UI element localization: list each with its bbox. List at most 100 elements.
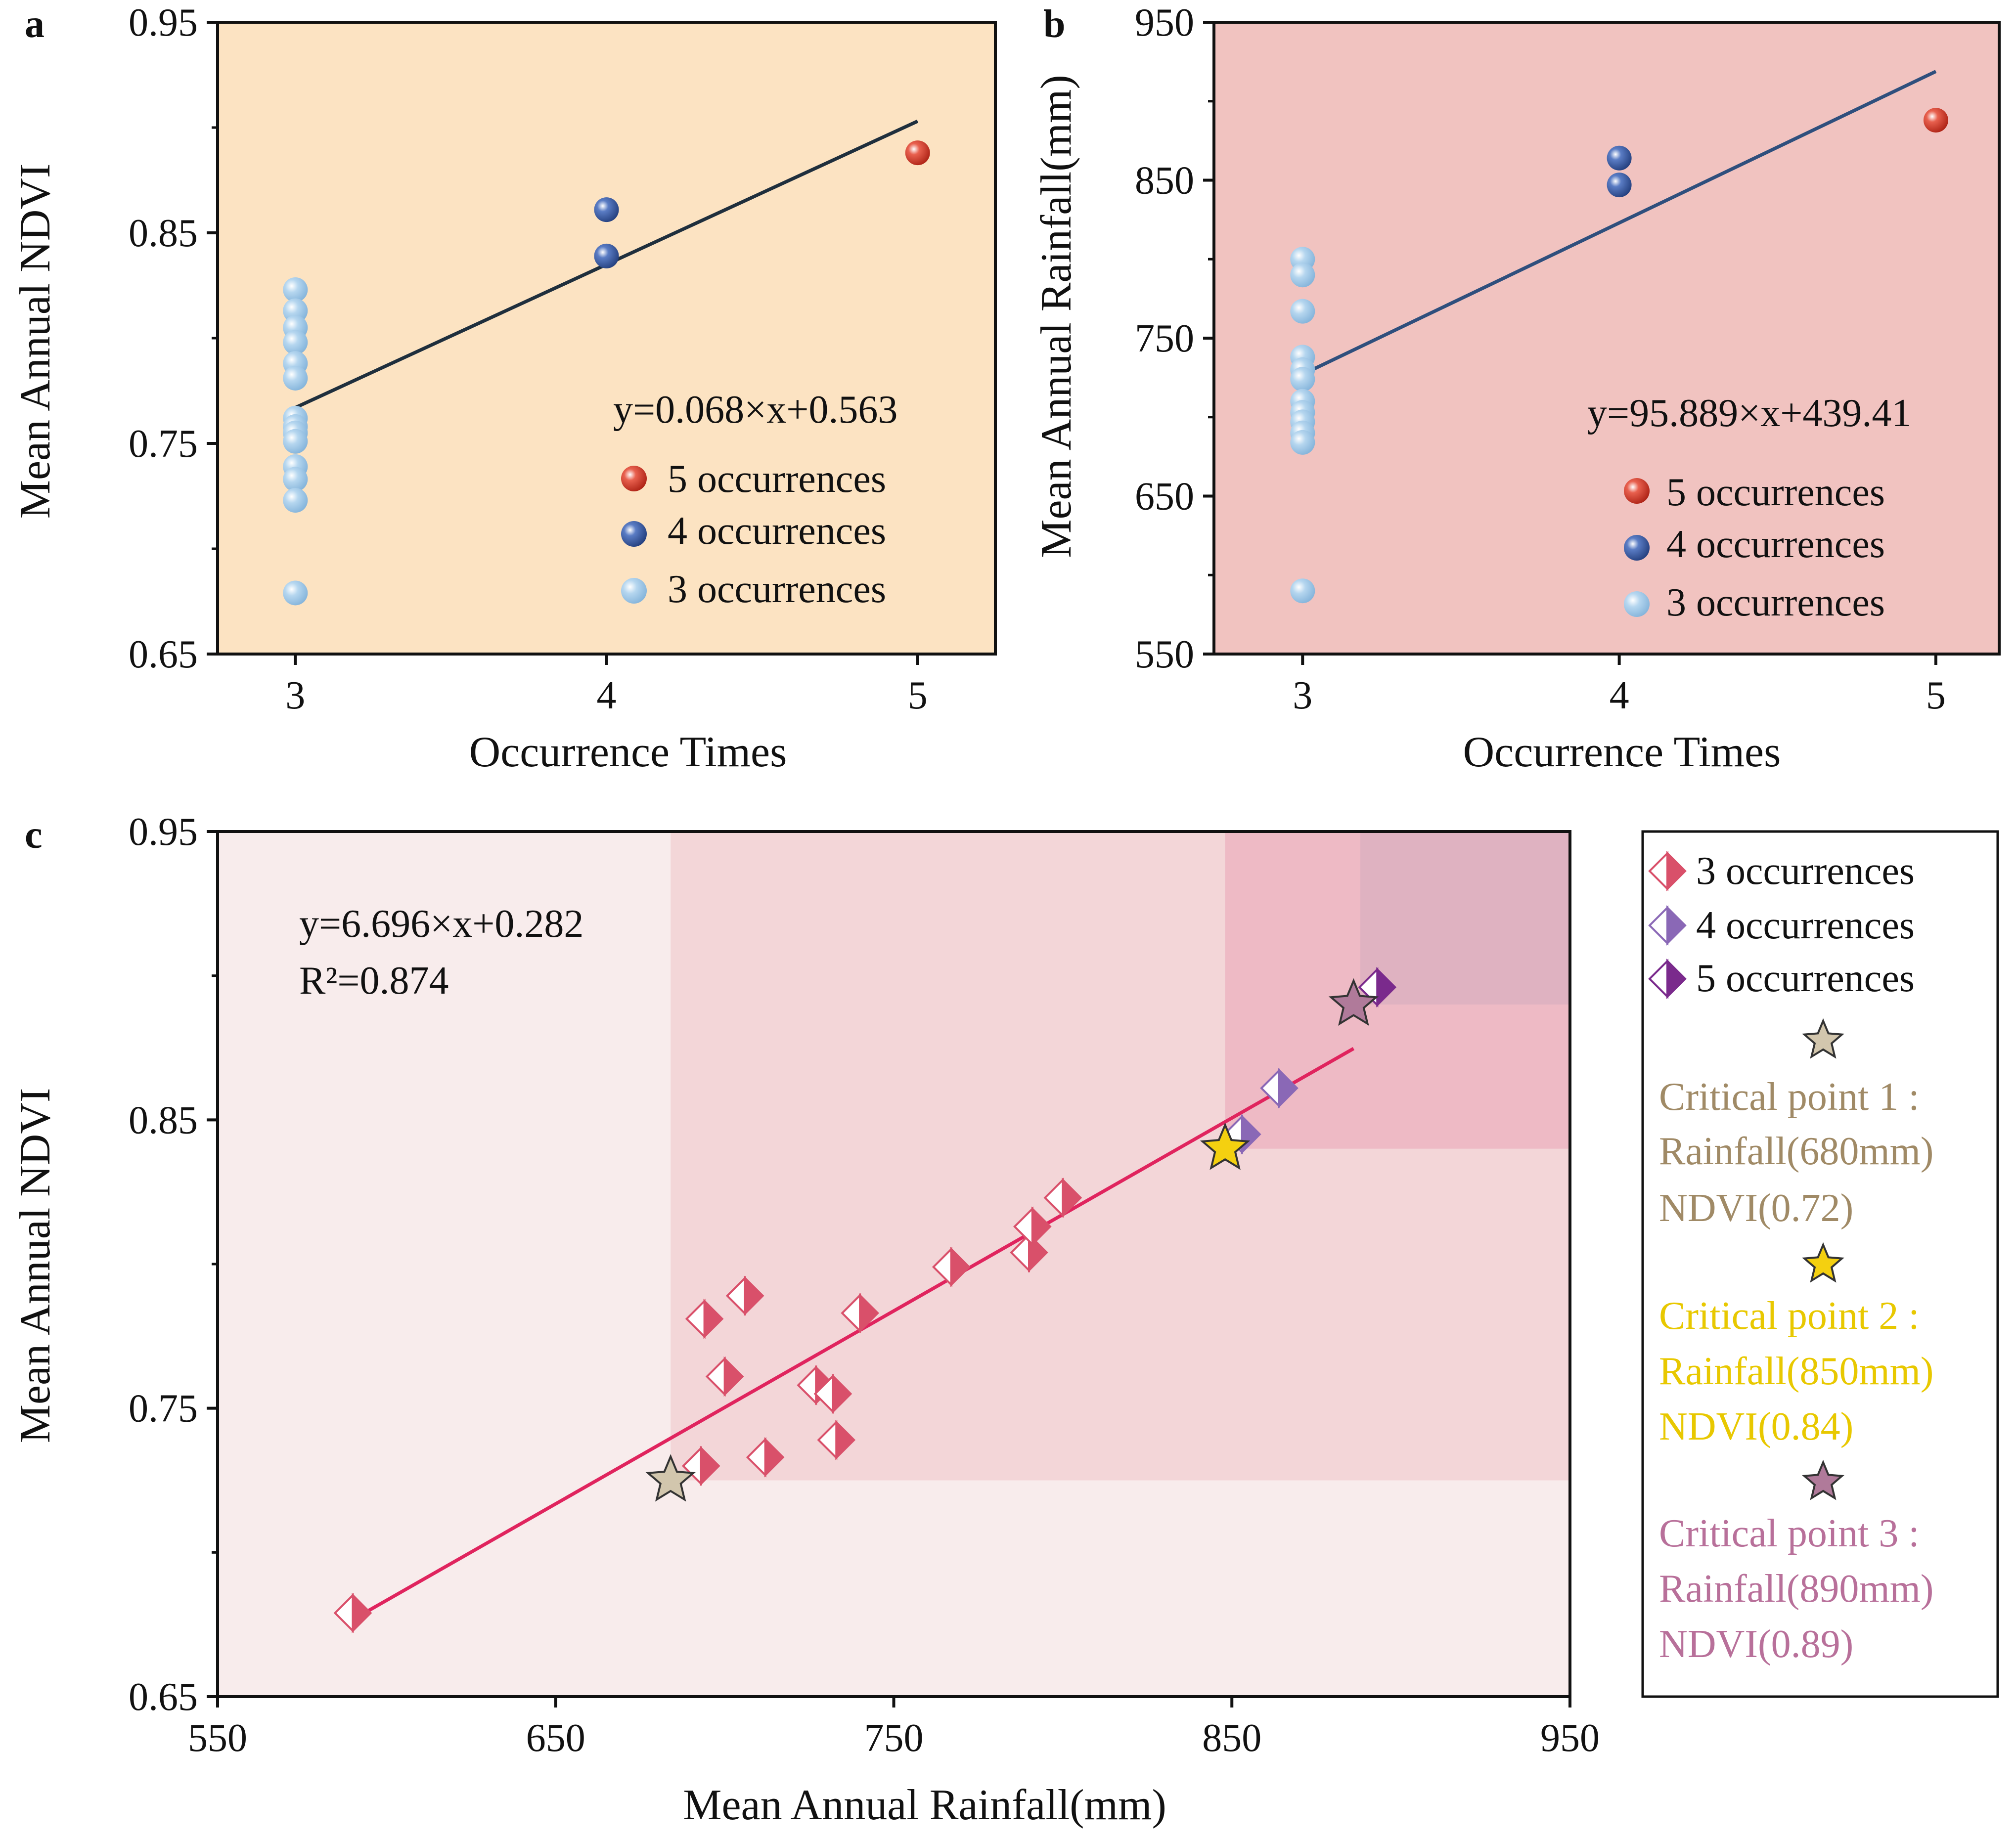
panel-b-x-ticks: 3 4 5	[1293, 654, 1946, 717]
critical-point-1-star-icon	[1802, 1018, 1844, 1059]
panel-a-y-ticks: 0.65 0.75 0.85 0.95	[129, 1, 218, 676]
panel-c-legend-label-4: 4 occurrences	[1696, 904, 1915, 947]
panel-c-legend-diamond-5-left-half	[1648, 959, 1668, 999]
panel-c-point-left-half	[813, 1373, 834, 1414]
panel-a-point	[283, 467, 308, 492]
panel-c-point	[705, 1356, 744, 1397]
panel-c-letter: c	[25, 813, 43, 857]
panel-c-point	[841, 1293, 879, 1333]
critical-point-1-ndvi: NDVI(0.72)	[1659, 1186, 1853, 1230]
panel-b-legend-marker-5	[1624, 478, 1650, 504]
panel-a-legend-marker-4	[621, 521, 647, 547]
panel-a-legend-label-5: 5 occurrences	[668, 457, 886, 501]
panel-b: b 550 650 750 850 950 3 4 5 Occurrence Times M…	[1032, 1, 2001, 776]
critical-point-1-star-shape	[1802, 1018, 1844, 1059]
panel-c-point	[817, 1420, 856, 1460]
panel-a-y-tick-label: 0.85	[129, 212, 198, 255]
panel-c-critical-points	[645, 978, 1379, 1502]
panel-b-point	[1923, 108, 1948, 133]
panel-b-x-tick-label: 3	[1293, 674, 1312, 717]
panel-b-legend-label-3: 3 occurrences	[1666, 581, 1885, 624]
panel-a-legend-marker-3	[621, 578, 647, 604]
panel-a-y-tick-label: 0.75	[129, 422, 198, 466]
panel-b-y-tick-label: 750	[1135, 317, 1194, 360]
panel-c-point	[1260, 1068, 1299, 1108]
panel-a-point	[283, 580, 308, 606]
panel-b-letter: b	[1043, 2, 1066, 46]
panel-c-point	[1043, 1178, 1082, 1218]
panel-c-point-left-half	[797, 1365, 817, 1405]
panel-a-point	[283, 365, 308, 391]
panel-c-x-ticks: 550 650 750 850 950	[188, 1697, 1600, 1760]
panel-c-y-ticks: 0.65 0.75 0.85 0.95	[129, 810, 218, 1719]
panel-c-legend-frame	[1641, 830, 1999, 1698]
panel-c-y-tick-label: 0.85	[129, 1098, 198, 1142]
panel-a-point	[283, 429, 308, 454]
panel-c-x-label: Mean Annual Rainfall(mm)	[683, 1781, 1166, 1829]
panel-b-point	[1290, 263, 1315, 288]
panel-c-legend-marker-5	[1648, 959, 1687, 999]
panel-c-legend-marker-3	[1648, 851, 1687, 891]
panel-b-point	[1607, 145, 1632, 171]
panel-b-legend-marker-4	[1624, 535, 1650, 561]
panel-c-point-left-half	[746, 1437, 766, 1478]
panel-c-legend-label-5: 5 occurrences	[1696, 957, 1915, 1000]
panel-b-legend-label-4: 4 occurrences	[1666, 523, 1885, 566]
panel-a-point	[283, 330, 308, 355]
critical-point-1-label: Critical point 1 :	[1659, 1075, 1920, 1119]
panel-a-letter: a	[25, 2, 45, 46]
panel-b-y-tick-label: 950	[1135, 1, 1194, 44]
panel-a-point	[905, 140, 930, 166]
panel-a-equation: y=0.068×x+0.563	[613, 388, 897, 432]
critical-point-2-star-shape	[1802, 1242, 1844, 1283]
panel-a-legend: 5 occurrences 4 occurrences 3 occurrence…	[621, 457, 886, 611]
critical-point-2-ndvi: NDVI(0.84)	[1659, 1405, 1853, 1448]
panel-c-legend-diamond-3-left-half	[1648, 851, 1668, 891]
panel-c-point-left-half	[932, 1247, 952, 1287]
panel-b-point	[1290, 299, 1315, 324]
panel-b-plot-area	[1212, 21, 2001, 656]
panel-c-y-tick-label: 0.65	[129, 1675, 198, 1719]
panel-a-y-label: Mean Annual NDVI	[11, 164, 59, 519]
panel-c-point-left-half	[1010, 1232, 1030, 1273]
panel-c-y-label: Mean Annual NDVI	[11, 1088, 59, 1444]
panel-c-point	[333, 1593, 372, 1633]
panel-a-legend-label-4: 4 occurrences	[668, 509, 886, 553]
panel-c-legend: 3 occurrences 4 occurrences 5 occurrence…	[1641, 830, 1999, 1698]
critical-point-2-marker	[1200, 1122, 1251, 1170]
panel-a-legend-marker-5	[621, 466, 647, 491]
panel-b-y-tick-label: 550	[1135, 633, 1194, 676]
panel-b-x-tick-label: 5	[1926, 674, 1946, 717]
panel-a-y-tick-label: 0.65	[129, 633, 198, 676]
panel-a-point	[594, 243, 619, 268]
panel-c-legend-diamond-4-left-half	[1648, 905, 1668, 946]
panel-b-fit-line	[1301, 70, 1937, 376]
panel-c-x-tick-label: 850	[1202, 1716, 1261, 1760]
panel-c-legend-marker-4	[1648, 905, 1687, 946]
panel-c-point	[932, 1247, 971, 1287]
panel-c-point-left-half	[817, 1420, 838, 1460]
critical-point-1-rainfall: Rainfall(680mm)	[1659, 1130, 1933, 1173]
panel-b-point	[1290, 430, 1315, 455]
panel-a-plot-area	[216, 21, 997, 656]
panel-c-point-left-half	[841, 1293, 861, 1333]
panel-a-x-tick-label: 5	[908, 674, 928, 717]
panel-c-y-tick-label: 0.75	[129, 1387, 198, 1431]
critical-point-3-ndvi: NDVI(0.89)	[1659, 1622, 1853, 1666]
panel-c-region	[1360, 832, 1570, 1005]
panel-c-legend-diamond-3	[1648, 851, 1687, 891]
critical-point-3-rainfall: Rainfall(890mm)	[1659, 1567, 1933, 1611]
panel-b-point	[1290, 578, 1315, 604]
panel-b-y-tick-label: 850	[1135, 159, 1194, 203]
critical-point-3-marker	[1328, 978, 1379, 1026]
panel-a-x-label: Occurrence Times	[469, 728, 787, 776]
panel-a-point	[283, 488, 308, 513]
panel-c-point	[725, 1275, 764, 1316]
panel-c-fit-line	[352, 1047, 1355, 1621]
panel-b-equation: y=95.889×x+439.41	[1587, 392, 1911, 435]
panel-a-x-tick-label: 4	[597, 674, 617, 717]
panel-c-x-tick-label: 950	[1540, 1716, 1600, 1760]
panel-c-point-left-half	[685, 1299, 706, 1339]
